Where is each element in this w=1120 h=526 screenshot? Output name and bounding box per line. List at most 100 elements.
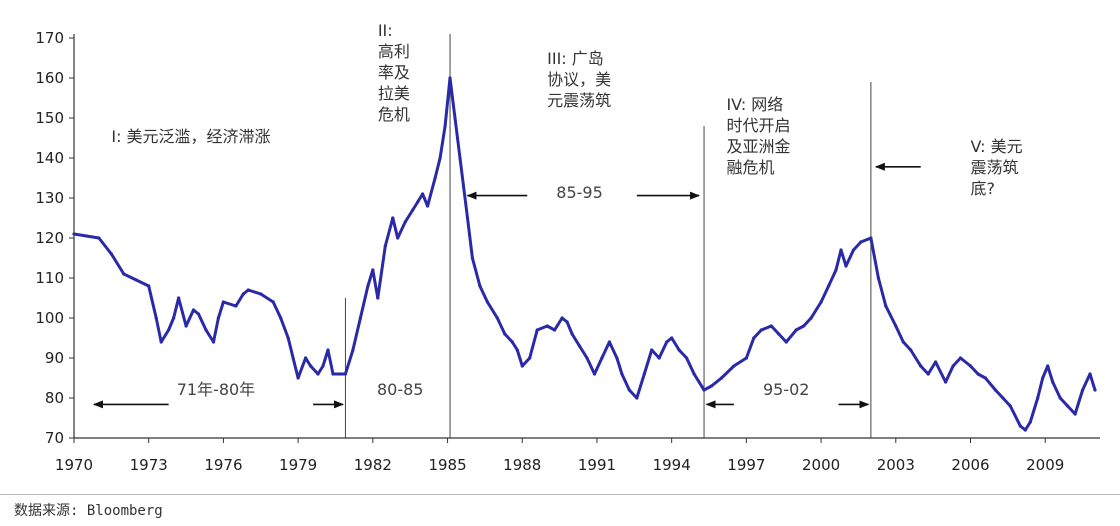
data-point [515, 348, 519, 352]
data-point [577, 344, 582, 348]
data-point [465, 216, 470, 220]
data-point [600, 356, 604, 360]
y-tick-label: 170 [35, 29, 64, 47]
data-point [338, 372, 343, 376]
data-point [650, 348, 654, 352]
data-point [358, 316, 362, 320]
phase4-line: 时代开启 [726, 116, 790, 135]
y-tick-label: 110 [35, 269, 64, 287]
range-71-80-label: 71年-80年 [177, 380, 256, 399]
data-point [968, 364, 973, 368]
data-point [819, 300, 823, 304]
data-point [366, 284, 370, 288]
data-point [453, 116, 457, 120]
data-point [692, 372, 696, 376]
x-tick-label: 1994 [653, 456, 691, 474]
data-point [665, 340, 669, 344]
data-point [147, 284, 151, 288]
data-point [485, 300, 489, 304]
x-tick-label: 2000 [802, 456, 840, 474]
data-point [719, 376, 724, 380]
data-point [383, 244, 387, 248]
y-tick-label: 130 [35, 189, 64, 207]
data-point [520, 364, 524, 368]
range-80-85-label: 80-85 [377, 380, 424, 399]
data-point [585, 356, 589, 360]
data-point [154, 316, 158, 320]
y-tick-label: 160 [35, 69, 64, 87]
data-point [326, 348, 330, 352]
data-point [1051, 380, 1055, 384]
y-tick-label: 150 [35, 109, 64, 127]
data-point [343, 372, 347, 376]
data-point [844, 264, 848, 268]
data-point [1023, 428, 1027, 432]
data-point [1028, 420, 1032, 424]
phase4-line: IV: 网络 [726, 95, 783, 114]
data-point [702, 388, 706, 392]
phase4-label: IV: 网络时代开启及亚洲金融危机 [726, 95, 790, 177]
data-point [1093, 388, 1097, 392]
phase2-line: 危机 [378, 105, 410, 124]
data-point [528, 356, 532, 360]
data-point [1041, 376, 1045, 380]
data-point [744, 356, 749, 360]
data-point [331, 372, 335, 376]
data-point [732, 364, 736, 368]
data-point [951, 364, 955, 368]
data-point [784, 340, 788, 344]
y-tick-label: 140 [35, 149, 64, 167]
data-point [909, 348, 913, 352]
data-point [615, 356, 619, 360]
data-point [620, 372, 624, 376]
data-point [443, 124, 447, 128]
phase2-line: 拉美 [378, 84, 410, 103]
data-point [177, 296, 181, 300]
data-point [983, 376, 988, 380]
data-point [1046, 364, 1050, 368]
data-point [958, 356, 963, 360]
data-point [433, 176, 437, 180]
x-tick-label: 1988 [503, 456, 541, 474]
data-point [391, 216, 395, 220]
x-tick-label: 1985 [428, 456, 466, 474]
y-tick-label: 120 [35, 229, 64, 247]
y-tick-label: 90 [45, 349, 64, 367]
phase5-line: V: 美元 [971, 137, 1023, 156]
data-point [709, 384, 714, 388]
y-tick-label: 100 [35, 309, 64, 327]
x-tick-label: 1979 [279, 456, 317, 474]
phase1-line: I: 美元泛滥，经济滞涨 [111, 127, 270, 146]
data-point [993, 388, 998, 392]
x-tick-label: 1991 [578, 456, 616, 474]
phase5-line: 底? [971, 179, 996, 198]
data-point [851, 248, 856, 252]
data-point [565, 320, 569, 324]
data-point [926, 372, 930, 376]
axes: 70 80 90 100 110 120 130 140 150 160 170 1970 1973 19… [35, 29, 1100, 474]
data-point [827, 284, 831, 288]
data-point [221, 300, 225, 304]
data-point [607, 340, 612, 344]
data-point [470, 256, 474, 260]
data-point [1001, 396, 1005, 400]
x-tick-label: 2003 [877, 456, 915, 474]
phase-dividers [344, 34, 872, 438]
range-95-02-label: 95-02 [763, 380, 810, 399]
data-point [1058, 396, 1062, 400]
phase2-line: II: [378, 21, 393, 40]
data-point [876, 276, 881, 280]
data-point [172, 316, 176, 320]
data-point [777, 332, 781, 336]
data-point [934, 360, 938, 364]
data-point [1008, 404, 1012, 408]
data-point [211, 340, 216, 344]
data-point [627, 388, 631, 392]
data-point [802, 324, 806, 328]
data-point [371, 268, 375, 272]
phase2-line: 高利 [378, 42, 410, 61]
x-tick-label: 1982 [354, 456, 392, 474]
data-point [216, 316, 220, 320]
data-point [834, 268, 838, 272]
data-point [592, 372, 597, 376]
